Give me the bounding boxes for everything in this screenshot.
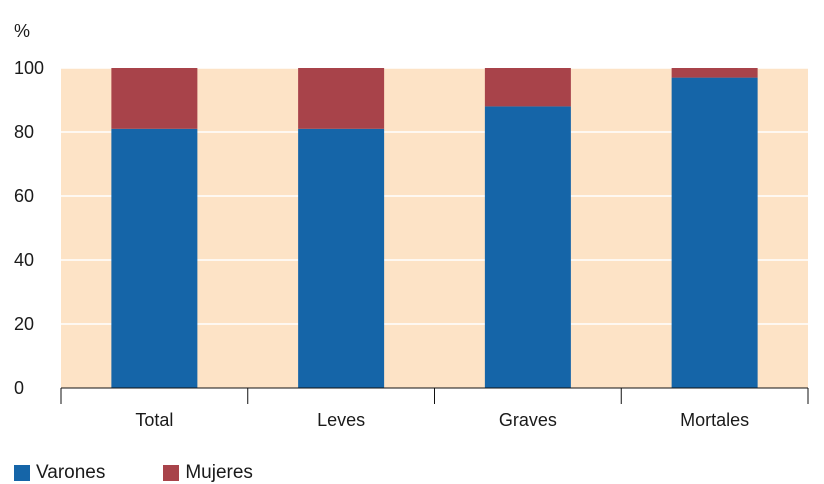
bar-varones-graves	[484, 106, 571, 389]
bar-varones-mortales	[671, 77, 758, 388]
x-tick-label: Total	[135, 410, 173, 430]
y-tick-label: 20	[14, 314, 34, 334]
bar-mujeres-graves	[484, 68, 571, 107]
legend-swatch	[163, 465, 180, 481]
bar-varones-total	[111, 128, 198, 389]
y-tick-label: 80	[14, 122, 34, 142]
y-tick-label: 60	[14, 186, 34, 206]
y-tick-label: 0	[14, 378, 24, 398]
bar-varones-leves	[298, 128, 385, 389]
x-tick-label: Graves	[499, 410, 557, 430]
legend-label: Varones	[36, 462, 106, 483]
y-tick-label: 100	[14, 58, 44, 78]
x-tick-label: Leves	[317, 410, 365, 430]
legend-label: Mujeres	[185, 462, 253, 483]
x-tick-label: Mortales	[680, 410, 749, 430]
legend-swatch	[14, 465, 30, 481]
y-axis-unit-label: %	[14, 21, 30, 41]
y-tick-label: 40	[14, 250, 34, 270]
bar-mujeres-mortales	[671, 68, 758, 78]
plot-area: 0 20 40 60 80 100 Total Leves Graves Mortales	[14, 58, 809, 430]
legend-item-varones: Varones	[14, 462, 105, 484]
legend-item-mujeres: Mujeres	[163, 462, 253, 484]
legend: Varones Mujeres	[14, 462, 253, 484]
bar-mujeres-total	[111, 68, 198, 129]
bar-mujeres-leves	[298, 68, 385, 129]
